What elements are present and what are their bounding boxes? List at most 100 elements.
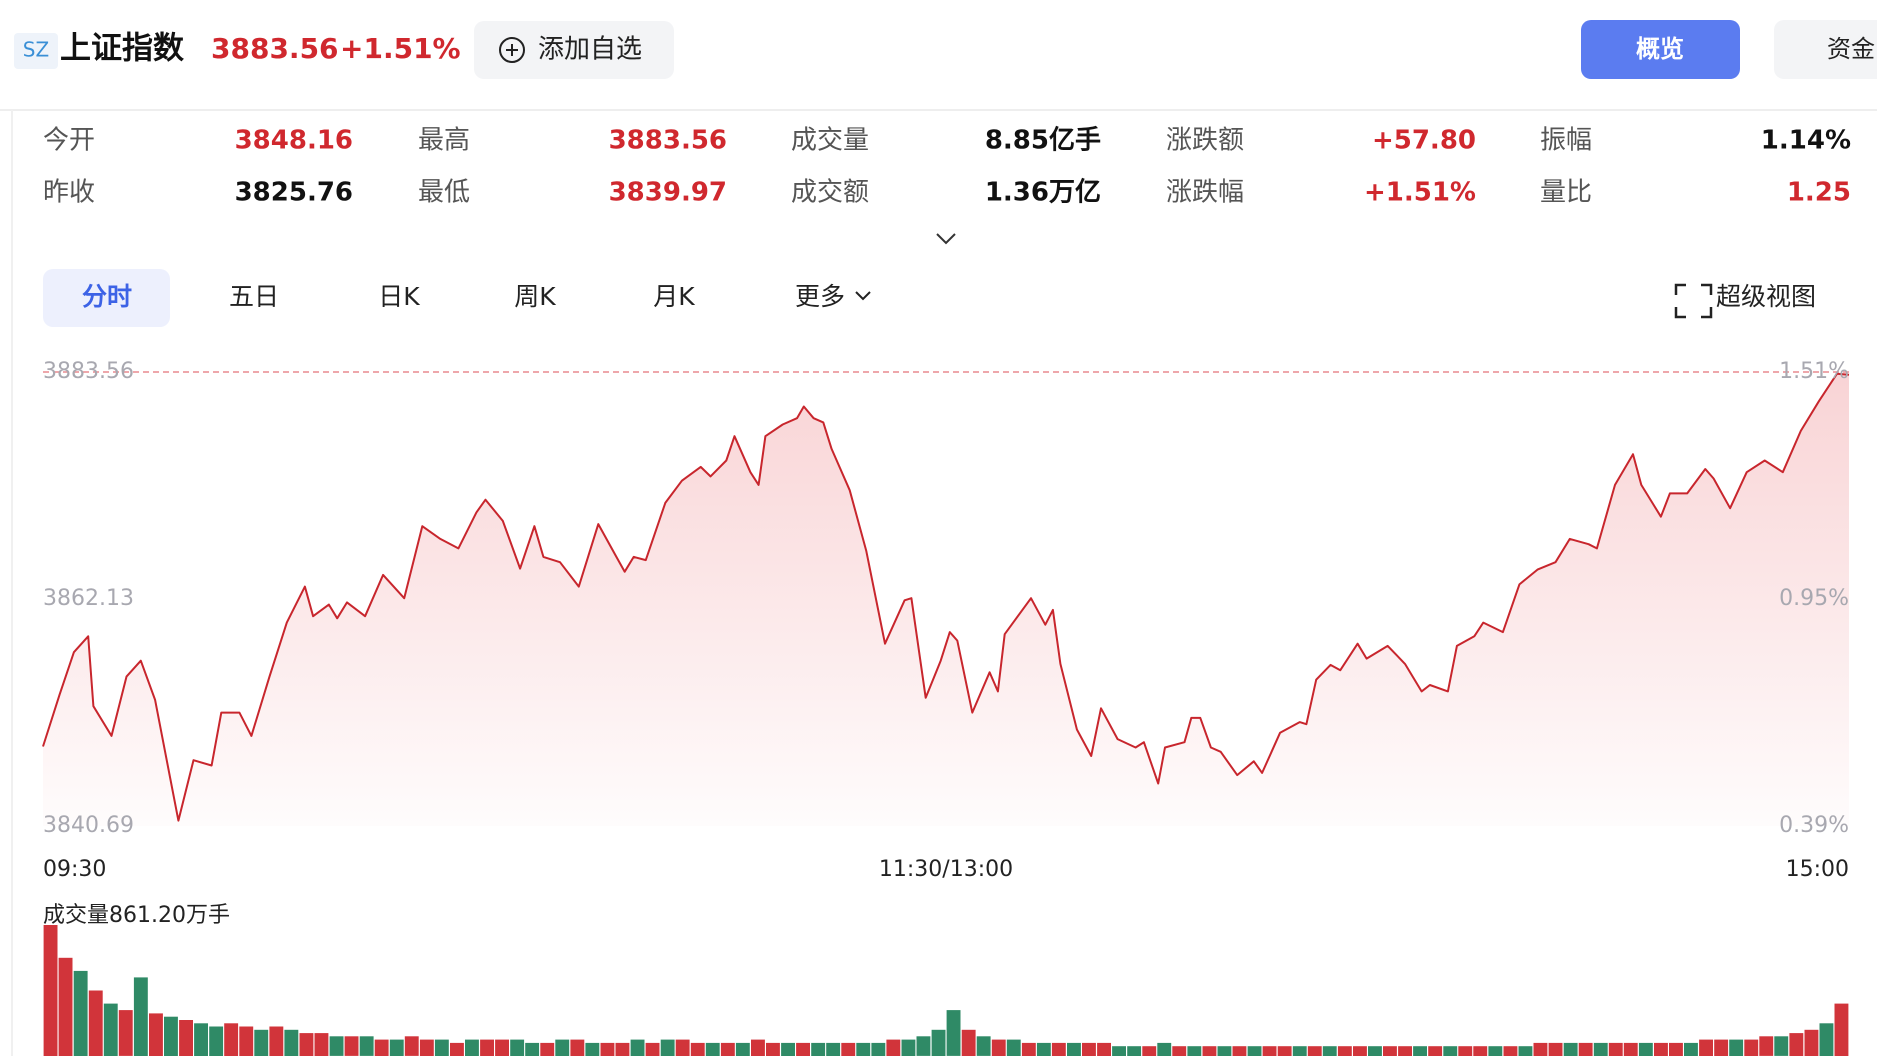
volume-bar [555, 1039, 570, 1056]
volume-bar [88, 990, 103, 1056]
y-tick-label: 3862.13 [43, 586, 134, 611]
y-tick-label: 3883.56 [43, 359, 134, 384]
volume-bar [630, 1039, 645, 1056]
fullscreen-icon[interactable] [1674, 283, 1713, 319]
stat-value: 3848.16 [235, 126, 353, 156]
stat-value: 1.25 [1787, 178, 1851, 208]
y2-tick-label: 1.51% [1779, 359, 1849, 384]
more-chevron[interactable] [855, 291, 871, 301]
volume-bar [856, 1042, 871, 1056]
volume-bar [946, 1010, 961, 1056]
volume-bar [1172, 1046, 1187, 1056]
plus-icon[interactable] [499, 37, 525, 63]
volume-bar [1669, 1042, 1683, 1056]
volume-bar [690, 1042, 705, 1056]
add-button-label[interactable]: 添加自选 [538, 35, 642, 65]
plus-icon[interactable] [506, 44, 518, 56]
volume-bar [1307, 1046, 1322, 1056]
stat-label: 成交量 [791, 126, 869, 156]
volume-bar [1051, 1042, 1066, 1056]
volume-bar [1729, 1039, 1744, 1056]
stat-label: 涨跌额 [1166, 126, 1244, 156]
volume-bar [931, 1029, 946, 1056]
chart-tab[interactable]: 月K [653, 282, 695, 311]
volume-bar [841, 1042, 856, 1056]
volume-bar [1819, 1023, 1834, 1056]
chart-tab[interactable]: 更多 [795, 282, 845, 311]
volume-bar [1428, 1046, 1443, 1056]
volume-bar [751, 1039, 765, 1056]
volume-bar [314, 1033, 329, 1056]
volume-bar [1518, 1046, 1533, 1056]
tab[interactable]: 概览 [1636, 35, 1684, 63]
volume-bar [329, 1036, 344, 1056]
tab[interactable]: 资金 [1827, 35, 1875, 63]
volume-bar [600, 1042, 615, 1056]
add-button-bg[interactable] [474, 21, 674, 79]
chart-tab[interactable]: 日K [378, 282, 420, 311]
volume-bar [299, 1033, 314, 1056]
volume-bar [901, 1039, 916, 1056]
volume-bar [419, 1039, 434, 1056]
active-tab-bg[interactable] [43, 269, 170, 327]
volume-bar [133, 977, 148, 1056]
volume-bar [1608, 1042, 1623, 1056]
volume-bar [1638, 1042, 1653, 1056]
chart-tab[interactable]: 周K [514, 282, 556, 311]
stat-label: 昨收 [43, 178, 95, 208]
volume-bar [1443, 1046, 1458, 1056]
stat-value: 1.36万亿 [985, 178, 1101, 208]
volume-bar [164, 1016, 178, 1056]
volume-bar [1127, 1046, 1142, 1056]
volume-bar [1262, 1046, 1277, 1056]
price: 3883.56 [211, 32, 339, 65]
tab-bg[interactable] [1774, 20, 1877, 79]
volume-bar [1067, 1042, 1081, 1056]
add-button[interactable]: 添加自选 [474, 21, 674, 79]
volume-bar [1277, 1046, 1292, 1056]
volume-bar [991, 1039, 1006, 1056]
expand-chevron[interactable] [936, 233, 956, 245]
y-tick-label: 3840.69 [43, 813, 134, 838]
volume-bar [961, 1029, 976, 1056]
volume-bar [254, 1029, 269, 1056]
volume-bar [871, 1042, 886, 1056]
volume-bar [1774, 1036, 1789, 1056]
stat-label: 今开 [43, 126, 95, 156]
x-tick-label: 15:00 [1786, 857, 1849, 882]
volume-bar [705, 1042, 720, 1056]
volume-bar [284, 1029, 299, 1056]
volume-bar [1488, 1046, 1503, 1056]
badge: SZ [23, 38, 49, 62]
volume-bar [1714, 1039, 1729, 1056]
volume-bar [1157, 1042, 1172, 1056]
price-line [42, 372, 1850, 822]
volume-bar [796, 1042, 810, 1056]
volume-bar [1368, 1046, 1382, 1056]
volume-bar [58, 957, 73, 1056]
stat-label: 成交额 [791, 178, 869, 208]
volume-bar [359, 1036, 374, 1056]
volume-bar [194, 1023, 208, 1056]
volume-bar [510, 1039, 525, 1056]
tab-bg[interactable] [1581, 20, 1740, 79]
volume-bar [766, 1042, 780, 1056]
volume-bar [1097, 1042, 1111, 1056]
volume-bar [1789, 1033, 1804, 1056]
volume-bar [1082, 1042, 1096, 1056]
y2-tick-label: 0.39% [1779, 813, 1849, 838]
super-view[interactable]: 超级视图 [1716, 282, 1816, 311]
volume-bar [1036, 1042, 1051, 1056]
chart-tab[interactable]: 分时 [82, 282, 132, 311]
volume-bar [525, 1042, 540, 1056]
volume-bar [1744, 1039, 1759, 1056]
volume-bar [1533, 1042, 1548, 1056]
volume-bar [179, 1020, 193, 1056]
volume-bar [976, 1036, 991, 1056]
volume-bar [1458, 1046, 1473, 1056]
volume-bar [735, 1042, 750, 1056]
volume-bar [781, 1042, 795, 1056]
chart-tab[interactable]: 五日 [229, 282, 279, 311]
volume-label: 成交量861.20万手 [43, 903, 230, 928]
volume-bar [374, 1039, 389, 1056]
